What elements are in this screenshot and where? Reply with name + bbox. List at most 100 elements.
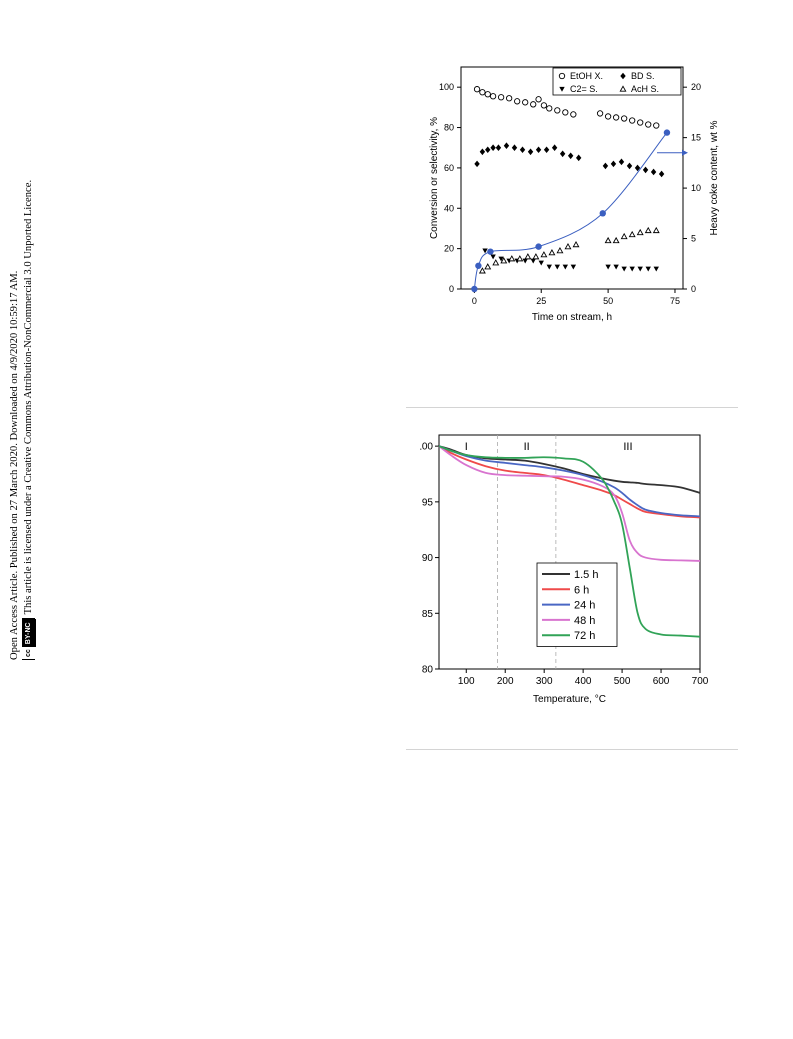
legend-marker <box>620 72 626 80</box>
region-label: I <box>465 441 468 453</box>
data-point <box>535 146 542 154</box>
data-point <box>556 247 564 254</box>
data-point <box>530 258 536 264</box>
plot-frame <box>438 434 701 670</box>
license-line-2-row: cc BY-NC This article is licensed under … <box>21 120 36 660</box>
data-point <box>497 94 505 101</box>
figure-b-chart: IIIIII10020030040050060070080859095100Te… <box>420 434 709 705</box>
data-point <box>596 110 604 117</box>
data-point <box>487 248 494 255</box>
data-point <box>505 95 513 102</box>
x-axis-label: Temperature, °C <box>533 694 606 705</box>
y2-tick-label: 15 <box>691 133 701 143</box>
y2-tick-label: 0 <box>691 284 696 294</box>
legend-box <box>552 67 682 96</box>
data-point <box>570 111 577 118</box>
region-label: III <box>623 441 632 453</box>
data-point <box>605 264 611 270</box>
data-point <box>498 256 504 262</box>
data-point <box>482 248 488 254</box>
y2-axis-label: Heavy coke content, wt % <box>709 120 720 235</box>
data-point <box>572 240 580 248</box>
data-point <box>642 166 649 174</box>
y-tick-label: 40 <box>444 203 454 213</box>
data-point <box>485 146 491 154</box>
x-tick-label: 75 <box>670 296 680 306</box>
license-line-1: Open Access Article. Published on 27 Mar… <box>9 270 20 660</box>
y-tick-label: 90 <box>422 553 434 564</box>
data-point <box>471 285 478 293</box>
data-point <box>612 114 620 121</box>
legend-label: BD S. <box>631 71 655 81</box>
cc-license-badge[interactable]: cc BY-NC <box>21 618 36 660</box>
data-point <box>636 228 644 236</box>
data-point <box>610 160 617 168</box>
figure-a-chart: 0 25 50 75 0 20 40 60 80 100 0 5 10 15 20 Time on strea… <box>429 66 720 323</box>
data-point <box>473 86 481 93</box>
data-point <box>621 115 628 122</box>
region-label: II <box>524 441 530 453</box>
data-point <box>540 102 548 109</box>
right-axis-arrowhead <box>682 149 688 156</box>
data-point <box>562 109 569 116</box>
figure-divider <box>406 749 738 750</box>
data-point <box>599 210 606 217</box>
x-tick-label: 300 <box>536 676 553 687</box>
figure-divider <box>406 407 738 408</box>
plot-frame <box>460 66 684 290</box>
data-point <box>489 93 497 100</box>
legend-label: 1.5 h <box>574 569 598 581</box>
data-point <box>511 144 518 152</box>
series-line <box>438 445 701 494</box>
x-tick-label: 500 <box>614 676 631 687</box>
data-point <box>602 162 609 170</box>
data-point <box>612 236 620 244</box>
data-point <box>637 119 644 126</box>
data-point <box>629 266 635 272</box>
data-point <box>645 266 651 272</box>
data-point <box>604 113 612 120</box>
data-point <box>503 142 510 150</box>
data-point <box>629 117 636 124</box>
x-axis-label: Time on stream, h <box>532 312 612 323</box>
data-point <box>495 144 502 152</box>
x-tick-label: 50 <box>603 296 613 306</box>
data-point <box>530 101 537 108</box>
data-point <box>628 230 636 238</box>
y-axis-label: Weight loss, % <box>420 519 421 585</box>
x-tick-label: 100 <box>458 676 475 687</box>
y-tick-label: 100 <box>439 82 454 92</box>
cc-badge-text: BY-NC <box>21 619 36 648</box>
data-point <box>543 146 550 154</box>
series-line <box>438 445 701 519</box>
data-point <box>650 168 657 176</box>
y-tick-label: 95 <box>422 497 434 508</box>
data-point <box>484 263 492 270</box>
series-2 <box>482 248 659 272</box>
data-point <box>644 226 652 234</box>
data-point <box>540 251 548 258</box>
data-point <box>508 255 516 262</box>
data-point <box>522 99 529 106</box>
data-point <box>564 242 572 250</box>
data-point <box>490 144 496 152</box>
y-axis-label: Conversion or selectivity, % <box>429 117 440 239</box>
data-point <box>620 232 628 240</box>
x-tick-label: 200 <box>497 676 514 687</box>
y-tick-label: 0 <box>449 284 454 294</box>
data-point <box>479 89 486 96</box>
data-point <box>567 152 574 160</box>
legend-marker <box>619 85 627 92</box>
legend-label: AcH S. <box>631 84 659 94</box>
data-point <box>492 259 500 266</box>
legend-marker <box>559 86 565 92</box>
data-point <box>618 158 625 166</box>
series-line <box>438 445 701 518</box>
data-point <box>519 146 526 154</box>
data-point <box>514 98 521 105</box>
data-point <box>546 264 552 270</box>
data-point <box>626 162 633 170</box>
cc-badge-icon: cc <box>21 647 36 659</box>
y2-tick-label: 5 <box>691 234 696 244</box>
series-3 <box>478 226 660 274</box>
